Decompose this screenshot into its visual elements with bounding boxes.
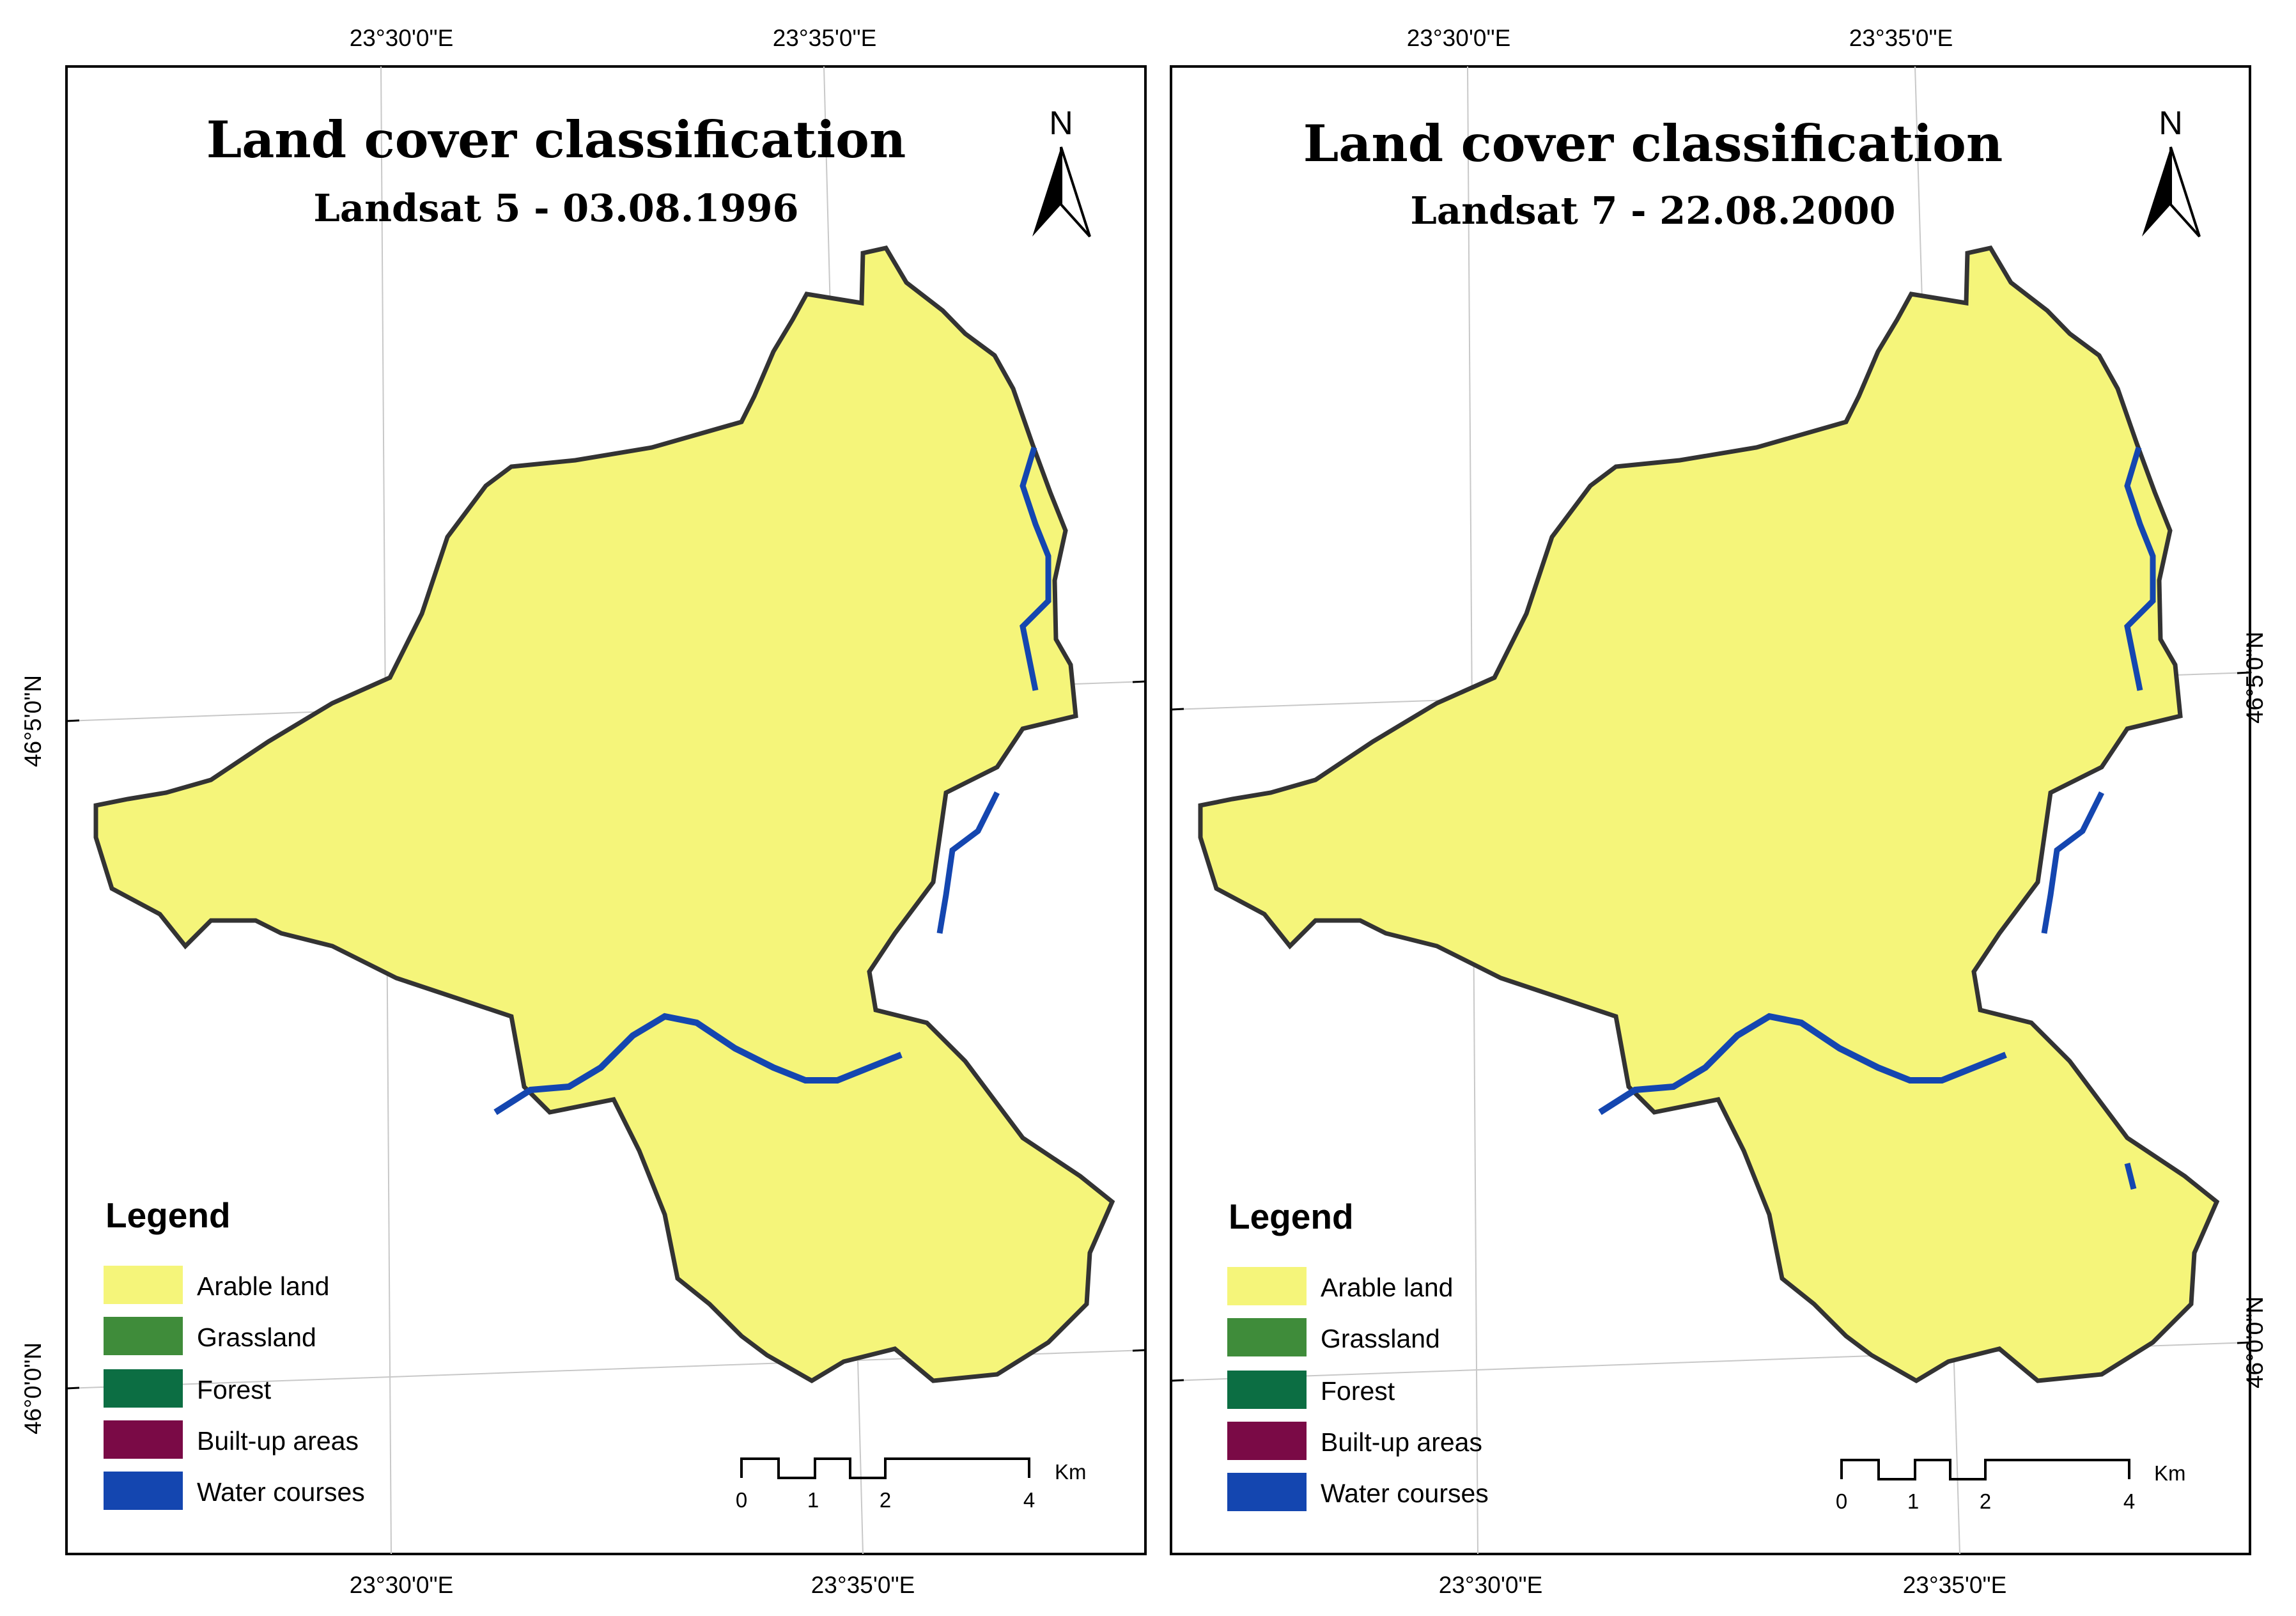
svg-text:N: N: [1049, 105, 1073, 142]
coord-top-2: 23°35'0"E: [1849, 25, 1953, 51]
legend-label-grassland: Grassland: [197, 1323, 316, 1352]
legend-label-forest: Forest: [197, 1375, 272, 1404]
legend-swatch-arable: [1227, 1267, 1307, 1305]
map-subtitle: Landsat 5 - 03.08.1996: [313, 186, 798, 230]
legend-label-arable: Arable land: [1321, 1273, 1453, 1302]
map-svg-1996: Land cover classification Landsat 5 - 03…: [20, 25, 1147, 1598]
svg-text:Legend: Legend: [105, 1195, 231, 1235]
svg-text:0: 0: [1836, 1489, 1847, 1513]
legend-swatch-water: [104, 1472, 183, 1510]
graticule-ticks: [66, 680, 1146, 1390]
map-svg-2000: Land cover classification Landsat 7 - 22…: [1168, 25, 2268, 1598]
map-title: Land cover classification: [1303, 114, 2003, 173]
legend-swatch-forest: [1227, 1371, 1307, 1409]
north-arrow-icon: N: [2142, 105, 2201, 238]
legend-swatch-water: [1227, 1473, 1307, 1511]
legend-swatch-grassland: [104, 1317, 183, 1355]
legend-swatch-grassland: [1227, 1318, 1307, 1356]
coord-left-2: 46°0'0"N: [20, 1342, 46, 1434]
study-area-map: [64, 248, 1112, 1381]
legend-swatch-builtup: [104, 1420, 183, 1459]
coord-top-2: 23°35'0"E: [773, 25, 877, 51]
coord-top-1: 23°30'0"E: [1407, 25, 1511, 51]
coord-right-2: 46°0'0"N: [2242, 1296, 2268, 1388]
scale-bar: 0 1 2 4 Km: [1836, 1459, 2186, 1513]
map-legend: Legend Arable land Grassland Forest Buil…: [104, 1195, 365, 1510]
svg-text:0: 0: [736, 1488, 747, 1512]
study-area-map: [1168, 248, 2217, 1381]
legend-label-water: Water courses: [1321, 1479, 1489, 1508]
scale-bar: 0 1 2 4 Km: [736, 1457, 1087, 1512]
legend-label-builtup: Built-up areas: [197, 1426, 359, 1456]
legend-label-arable: Arable land: [197, 1271, 329, 1301]
svg-text:Km: Km: [1055, 1460, 1087, 1484]
north-arrow-icon: N: [1032, 105, 1091, 238]
svg-text:1: 1: [807, 1488, 819, 1512]
coord-top-1: 23°30'0"E: [350, 25, 454, 51]
legend-label-water: Water courses: [197, 1477, 365, 1507]
svg-text:Km: Km: [2154, 1461, 2186, 1485]
svg-text:4: 4: [1023, 1488, 1035, 1512]
graticule-ticks: [1170, 671, 2251, 1382]
map-subtitle: Landsat 7 - 22.08.2000: [1410, 189, 1895, 233]
coord-bottom-2: 23°35'0"E: [1903, 1572, 2007, 1598]
legend-label-grassland: Grassland: [1321, 1324, 1440, 1353]
coord-bottom-2: 23°35'0"E: [811, 1572, 915, 1598]
legend-swatch-forest: [104, 1369, 183, 1408]
map-title: Land cover classification: [206, 110, 906, 169]
coord-left-1: 46°5'0"N: [20, 675, 46, 767]
coord-bottom-1: 23°30'0"E: [1439, 1572, 1543, 1598]
coord-right-1: 46°5'0"N: [2242, 632, 2268, 724]
map-legend: Legend Arable land Grassland Forest Buil…: [1227, 1197, 1489, 1511]
svg-text:1: 1: [1907, 1489, 1919, 1513]
legend-swatch-arable: [104, 1266, 183, 1304]
svg-text:4: 4: [2123, 1489, 2135, 1513]
coord-bottom-1: 23°30'0"E: [350, 1572, 454, 1598]
map-panel-2000: Land cover classification Landsat 7 - 22…: [1148, 0, 2296, 1616]
svg-text:2: 2: [1980, 1489, 1991, 1513]
legend-swatch-builtup: [1227, 1422, 1307, 1460]
legend-label-forest: Forest: [1321, 1376, 1395, 1406]
svg-text:N: N: [2159, 105, 2183, 142]
svg-text:2: 2: [880, 1488, 891, 1512]
map-panel-1996: Land cover classification Landsat 5 - 03…: [20, 25, 1147, 1598]
legend-label-builtup: Built-up areas: [1321, 1427, 1482, 1457]
svg-text:Legend: Legend: [1229, 1197, 1354, 1236]
